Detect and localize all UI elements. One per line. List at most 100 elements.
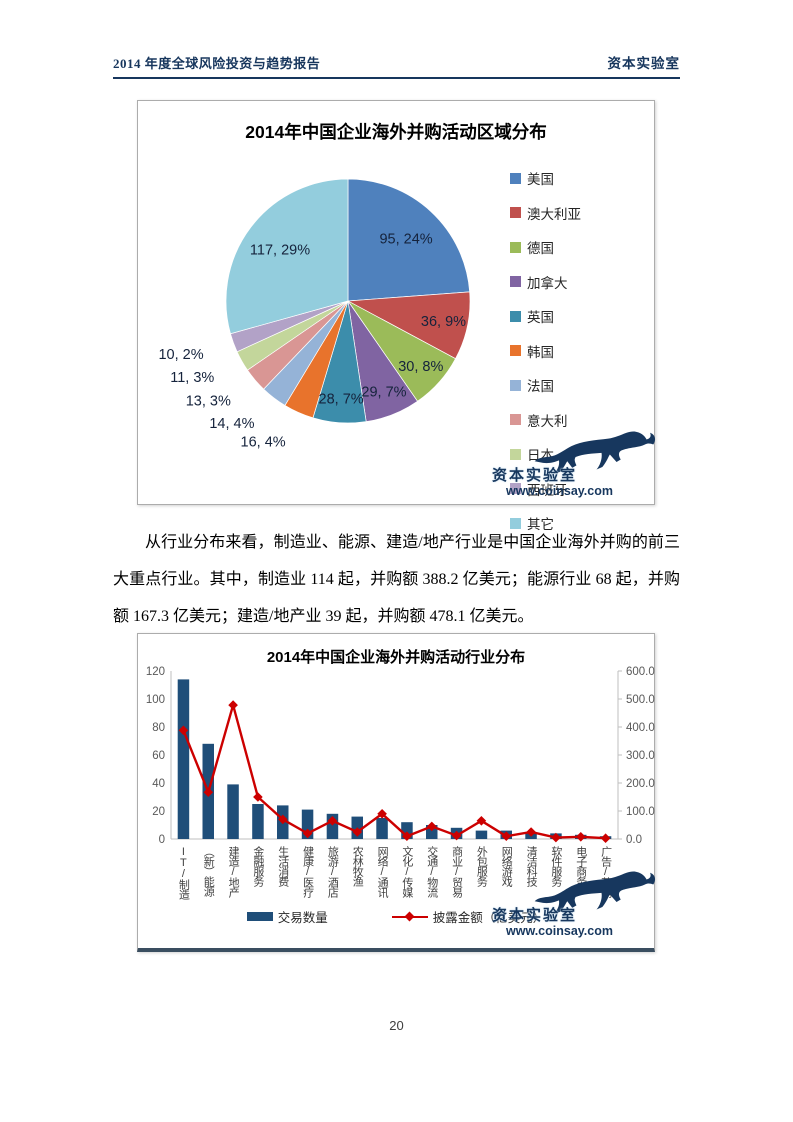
pie-label-8: 11, 3%: [170, 370, 214, 386]
legend-label: 美国: [527, 172, 554, 187]
category-label-8: 网络/通讯: [376, 846, 389, 899]
header-title: 2014 年度全球风险投资与趋势报告: [113, 56, 321, 71]
legend-swatch: [510, 172, 521, 184]
bar-9: [401, 822, 413, 839]
left-axis-tick: 100: [146, 694, 165, 706]
pie-label-4: 28, 7%: [319, 391, 364, 407]
pie-legend-item-2: 德国: [510, 237, 581, 257]
right-axis-tick: 300.0: [626, 750, 655, 762]
pie-legend-item-5: 韩国: [510, 341, 581, 361]
legend-swatch: [510, 414, 521, 425]
legend-swatch: [510, 379, 521, 391]
bar-series-label: 交易数量: [277, 911, 328, 925]
bar-chart-panel: 2014年中国企业海外并购活动行业分布 0 20 40 60 80 100 120 0.0 10…: [137, 633, 656, 952]
bar-3: [252, 804, 264, 839]
pie-chart-title: 2014年中国企业海外并购活动区域分布: [245, 122, 547, 142]
line-marker-16: [575, 831, 586, 842]
category-label-11: 商业/贸易: [451, 845, 464, 899]
pie-label-3: 29, 7%: [361, 385, 406, 401]
bar-series-swatch: [246, 912, 273, 921]
category-label-15: 软件服务: [550, 845, 563, 887]
left-axis-tick: 60: [152, 750, 165, 762]
pie-legend-item-7: 意大利: [510, 410, 581, 430]
line-marker-10: [426, 821, 437, 832]
line-marker-17: [600, 833, 611, 844]
pie-legend-item-1: 澳大利亚: [510, 203, 581, 223]
pie-label-7: 13, 3%: [186, 394, 231, 410]
category-label-6: 旅游/酒店: [326, 845, 339, 898]
legend-swatch: [510, 276, 521, 287]
legend-label: 德国: [527, 241, 554, 256]
pie-slice-10: [225, 178, 349, 335]
pie-legend-item-8: 日本: [510, 444, 581, 464]
line-series-swatch: [391, 911, 428, 922]
left-axis-tick: 40: [152, 778, 165, 790]
bar-0: [177, 679, 190, 839]
bar-10: [426, 825, 438, 839]
line-marker-2: [228, 700, 238, 710]
category-label-2: 建造/地产: [227, 845, 240, 899]
right-axis-tick: 100.0: [626, 806, 655, 818]
legend-swatch: [510, 483, 521, 494]
pie-chart-panel: 2014年中国企业海外并购活动区域分布 95, 24% 36, 9% 30, 8% 2…: [137, 100, 656, 532]
legend-label: 英国: [527, 310, 554, 325]
category-label-0: IT/制造: [177, 846, 190, 900]
watermark-url: www.coinsay.com: [506, 924, 613, 938]
line-marker-11: [451, 830, 462, 841]
line-marker-5: [302, 828, 313, 839]
category-label-3: 金融服务: [252, 845, 265, 887]
category-label-16: 电子商务: [575, 846, 588, 887]
legend-label: 澳大利亚: [527, 206, 581, 222]
body-paragraph: 从行业分布来看，制造业、能源、建造/地产行业是中国企业海外并购的前三大重点行业。…: [113, 534, 680, 625]
legend-label: 日本: [527, 448, 554, 463]
category-label-17: 广告/营销: [600, 846, 613, 899]
legend-swatch: [510, 517, 521, 529]
pie-legend-item-6: 法国: [510, 375, 581, 395]
page-number: 20: [389, 1018, 404, 1033]
line-marker-14: [526, 827, 536, 837]
category-label-13: 网络游戏: [500, 846, 513, 888]
legend-label: 其它: [527, 517, 554, 532]
bar-12: [475, 830, 488, 839]
header-rule: [113, 77, 680, 79]
bar-5: [301, 809, 314, 839]
line-marker-15: [551, 832, 561, 843]
bar-6: [326, 813, 339, 839]
pie-legend-item-9: 西班牙: [510, 479, 581, 499]
pie-slice-0: [347, 178, 471, 302]
pie-label-6: 14, 4%: [209, 416, 254, 432]
pie-legend-item-4: 英国: [510, 306, 581, 326]
category-label-5: 健康/医疗: [302, 846, 315, 899]
legend-item-bars: 交易数量: [246, 907, 328, 926]
line-marker-4: [277, 814, 288, 825]
left-axis-tick: 0: [159, 834, 165, 846]
legend-swatch: [510, 241, 521, 253]
pie-label-9: 10, 2%: [158, 347, 203, 363]
bar-2: [227, 784, 239, 839]
left-axis-tick: 120: [146, 666, 165, 678]
line-series-label: 披露金额（亿美元）: [432, 911, 546, 925]
header-brand: 资本实验室: [607, 56, 680, 71]
bar-chart-title: 2014年中国企业海外并购活动行业分布: [266, 649, 526, 666]
legend-swatch: [510, 207, 521, 218]
legend-label: 意大利: [527, 413, 568, 429]
pie-legend-item-3: 加拿大: [510, 272, 581, 292]
right-axis-tick: 200.0: [626, 778, 655, 790]
bar-line-chart-svg: 0 20 40 60 80 100 120 0.0 100.0 200.0 300.0 400.0 50…: [146, 666, 655, 900]
legend-swatch: [510, 310, 521, 322]
pie-label-10: 117, 29%: [250, 242, 310, 258]
pie-chart-svg: 95, 24% 36, 9% 30, 8% 29, 7%28, 7% 16, 4% 14,…: [158, 178, 471, 451]
left-axis-tick: 20: [152, 806, 165, 818]
pie-label-1: 36, 9%: [421, 314, 466, 330]
page-header: 2014 年度全球风险投资与趋势报告 资本实验室: [113, 52, 680, 79]
category-label-9: 文化/传媒: [401, 845, 414, 899]
legend-label: 韩国: [527, 344, 554, 360]
right-axis-tick: 0.0: [626, 834, 642, 846]
legend-label: 西班牙: [527, 482, 568, 498]
legend-label: 法国: [527, 379, 554, 394]
category-label-7: 农林牧渔: [351, 845, 364, 888]
legend-item-line: 披露金额（亿美元）: [391, 907, 546, 926]
category-label-4: 生活消费: [277, 845, 290, 888]
category-label-14: 清洁科技: [525, 846, 538, 888]
